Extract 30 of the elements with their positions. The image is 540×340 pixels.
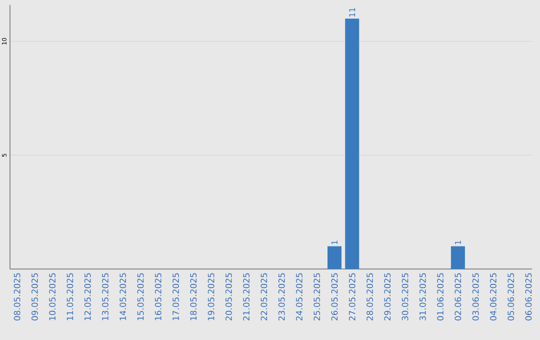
x-tick-label: 21.05.2025 — [243, 273, 250, 320]
x-tick-label: 17.05.2025 — [172, 273, 179, 320]
x-tick-label: 16.05.2025 — [154, 273, 162, 320]
x-tick-label: 30.05.2025 — [402, 273, 408, 320]
x-tick-label: 02.06.2025 — [454, 273, 462, 320]
x-tick-label: 03.06.2025 — [472, 273, 479, 320]
x-tick-label: 06.06.2025 — [525, 273, 532, 320]
x-tick-label: 04.06.2025 — [490, 273, 496, 320]
x-tick-label: 20.05.2025 — [225, 273, 232, 320]
x-tick-label: 25.05.2025 — [314, 273, 320, 320]
x-tick-label: 01.06.2025 — [437, 273, 444, 320]
x-tick-label: 27.05.2025 — [348, 273, 356, 320]
x-tick-label: 09.05.2025 — [31, 273, 38, 320]
x-tick-label: 10.05.2025 — [49, 273, 56, 320]
x-tick-label: 13.05.2025 — [102, 273, 108, 320]
x-tick-label: 23.05.2025 — [278, 273, 285, 320]
x-tick-label: 15.05.2025 — [137, 273, 144, 320]
x-tick-label: 26.05.2025 — [331, 273, 338, 320]
x-tick-label: 05.06.2025 — [508, 273, 514, 320]
x-tick-label: 28.05.2025 — [366, 273, 373, 320]
x-tick-label: 14.05.2025 — [120, 273, 126, 320]
x-tick-label: 19.05.2025 — [208, 273, 214, 320]
x-tick-label: 18.05.2025 — [190, 273, 197, 320]
x-tick-label: 08.05.2025 — [14, 273, 20, 320]
x-tick-label: 12.05.2025 — [84, 273, 91, 320]
x-tick-label: 29.05.2025 — [384, 273, 391, 320]
x-tick-label: 31.05.2025 — [419, 273, 426, 320]
x-tick-label: 11.05.2025 — [66, 273, 74, 320]
x-tick-label: 24.05.2025 — [296, 273, 302, 320]
x-tick-label: 22.05.2025 — [260, 273, 268, 320]
